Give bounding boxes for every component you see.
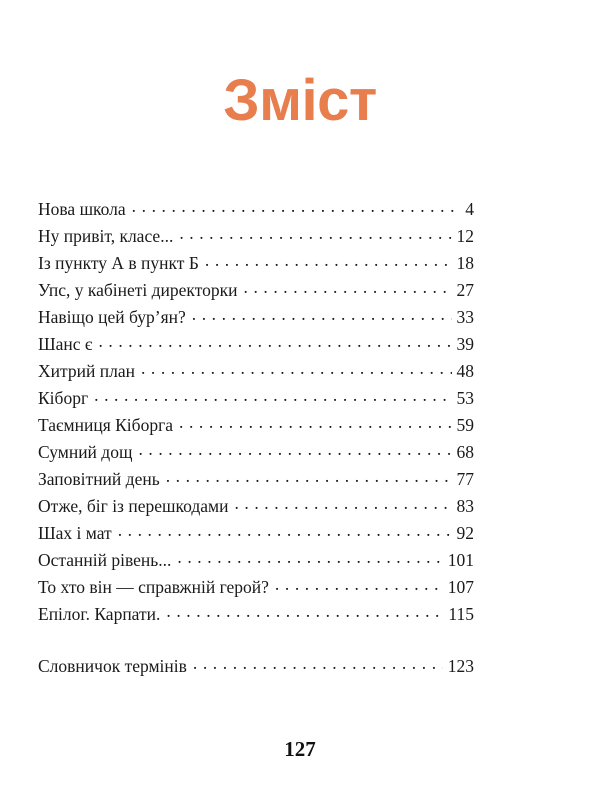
- toc-entry-list: Нова школа 4 Ну привіт, класе... 12 Із пункт…: [38, 196, 474, 680]
- toc-dot-leader: [98, 333, 451, 351]
- toc-entry-page-number: 27: [456, 280, 475, 300]
- toc-entry-page-number: 101: [447, 550, 474, 570]
- toc-dot-leader: [166, 603, 443, 621]
- toc-dot-leader: [138, 441, 451, 459]
- toc-entry[interactable]: Упс, у кабінеті директорки 27: [38, 277, 474, 304]
- toc-dot-leader: [179, 414, 451, 432]
- toc-entry-page-number: 77: [456, 469, 475, 489]
- toc-entry-label: Хитрий план: [38, 361, 135, 381]
- toc-entry-label: Сумний дощ: [38, 442, 133, 462]
- toc-entry[interactable]: Кіборг 53: [38, 385, 474, 412]
- toc-entry-label: Кіборг: [38, 388, 89, 408]
- toc-entry[interactable]: Хитрий план 48: [38, 358, 474, 385]
- toc-entry-page-number: 53: [456, 388, 475, 408]
- toc-entry-label: Останній рівень...: [38, 550, 172, 570]
- toc-entry-page-number: 59: [456, 415, 475, 435]
- toc-entry[interactable]: Ну привіт, класе... 12: [38, 223, 474, 250]
- toc-entry-page-number: 39: [456, 334, 475, 354]
- toc-entry-label: Ну привіт, класе...: [38, 226, 174, 246]
- toc-entry-label: Епілог. Карпати.: [38, 604, 161, 624]
- toc-entry[interactable]: Навіщо цей бур’ян? 33: [38, 304, 474, 331]
- toc-entry-label: То хто він — справжній герой?: [38, 577, 269, 597]
- toc-entry-label: Таємниця Кіборга: [38, 415, 174, 435]
- toc-entry-label: Із пункту А в пункт Б: [38, 253, 199, 273]
- toc-entry[interactable]: Шанс є 39: [38, 331, 474, 358]
- toc-entry-page-number: 33: [456, 307, 475, 327]
- toc-dot-leader: [132, 198, 461, 216]
- toc-entry-page-number: 107: [447, 577, 474, 597]
- toc-entry-label: Отже, біг із перешкодами: [38, 496, 229, 516]
- toc-entry-page-number: 68: [456, 442, 475, 462]
- toc-entry-label: Навіщо цей бур’ян?: [38, 307, 186, 327]
- toc-entry[interactable]: Нова школа 4: [38, 196, 474, 223]
- toc-entry[interactable]: Отже, біг із перешкодами 83: [38, 493, 474, 520]
- toc-entry-page-number: 12: [456, 226, 475, 246]
- toc-dot-leader: [275, 576, 443, 594]
- toc-entry-label: Заповітний день: [38, 469, 160, 489]
- toc-entry[interactable]: Таємниця Кіборга 59: [38, 412, 474, 439]
- toc-entry[interactable]: Епілог. Карпати. 115: [38, 601, 474, 628]
- toc-entry-label: Шанс є: [38, 334, 93, 354]
- toc-entry[interactable]: То хто він — справжній герой? 107: [38, 574, 474, 601]
- toc-entry-label: Упс, у кабінеті директорки: [38, 280, 238, 300]
- toc-entry-label: Шах і мат: [38, 523, 112, 543]
- page-title: Зміст: [223, 68, 377, 133]
- toc-dot-leader: [179, 225, 451, 243]
- toc-entry[interactable]: Останній рівень... 101: [38, 547, 474, 574]
- toc-entry[interactable]: Сумний дощ 68: [38, 439, 474, 466]
- toc-entry-page-number: 4: [465, 199, 474, 219]
- toc-entry-page-number: 48: [456, 361, 475, 381]
- toc-dot-leader: [193, 655, 443, 673]
- toc-dot-leader: [177, 549, 442, 567]
- toc-dot-leader: [192, 306, 452, 324]
- toc-entry[interactable]: Словничок термінів 123: [38, 653, 474, 680]
- toc-entry-label: Словничок термінів: [38, 656, 187, 676]
- toc-dot-leader: [166, 468, 452, 486]
- toc-entry-page-number: 18: [456, 253, 475, 273]
- toc-dot-leader: [141, 360, 452, 378]
- toc-dot-leader: [94, 387, 451, 405]
- page-folio-number: 127: [284, 737, 316, 761]
- toc-entry-page-number: 123: [447, 656, 474, 676]
- toc-entry[interactable]: Шах і мат 92: [38, 520, 474, 547]
- toc-entry-page-number: 115: [448, 604, 474, 624]
- toc-entry[interactable]: Заповітний день 77: [38, 466, 474, 493]
- toc-entry-label: Нова школа: [38, 199, 126, 219]
- toc-dot-leader: [205, 252, 452, 270]
- toc-dot-leader: [234, 495, 451, 513]
- toc-dot-leader: [244, 279, 452, 297]
- toc-entry[interactable]: Із пункту А в пункт Б 18: [38, 250, 474, 277]
- toc-dot-leader: [118, 522, 452, 540]
- toc-entry-page-number: 92: [456, 523, 475, 543]
- toc-entry-page-number: 83: [456, 496, 475, 516]
